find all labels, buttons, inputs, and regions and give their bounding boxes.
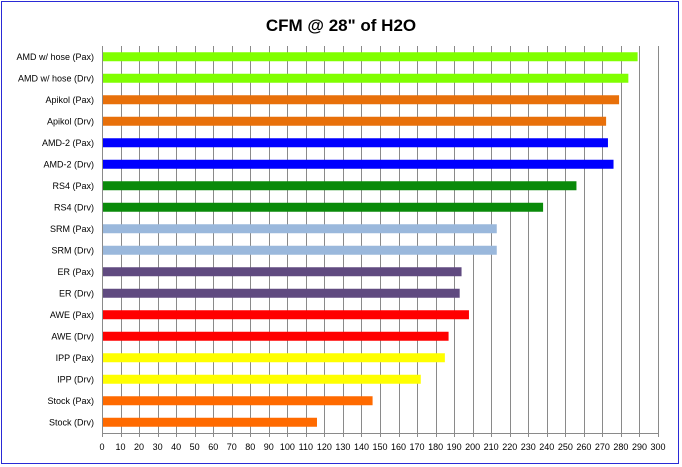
x-tick-label: 290 — [632, 442, 647, 452]
x-tick-label: 260 — [576, 442, 591, 452]
x-tick-label: 270 — [595, 442, 610, 452]
x-tick-label: 220 — [502, 442, 517, 452]
category-label: AMD-2 (Pax) — [42, 138, 94, 148]
category-label: RS4 (Drv) — [54, 202, 94, 212]
category-label: SRM (Drv) — [52, 245, 95, 255]
bar — [103, 245, 497, 255]
category-label: SRM (Pax) — [50, 224, 94, 234]
bar — [103, 202, 544, 212]
bar — [103, 353, 445, 363]
x-tick-label: 0 — [99, 442, 104, 452]
category-label: AMD w/ hose (Pax) — [16, 52, 94, 62]
x-tick-label: 240 — [539, 442, 554, 452]
bar — [103, 374, 421, 384]
category-labels: AMD w/ hose (Pax) AMD w/ hose (Drv) Apikol… — [16, 52, 94, 428]
x-tick-label: 140 — [354, 442, 369, 452]
bar — [103, 116, 607, 126]
bar-layer — [103, 52, 638, 427]
x-tick-label: 110 — [299, 442, 313, 452]
bar — [103, 138, 608, 148]
x-tick-label: 120 — [317, 442, 332, 452]
bar — [103, 267, 462, 277]
x-tick-label: 230 — [521, 442, 536, 452]
bar — [103, 331, 449, 341]
x-tick-label: 190 — [447, 442, 462, 452]
bar — [103, 181, 577, 191]
x-tick-label: 160 — [391, 442, 406, 452]
x-tick-label: 10 — [116, 442, 126, 452]
category-label: Apikol (Drv) — [47, 116, 94, 126]
x-tick-label: 80 — [245, 442, 255, 452]
bar — [103, 396, 373, 406]
category-label: IPP (Pax) — [56, 353, 94, 363]
x-tick-label: 60 — [208, 442, 218, 452]
bar — [103, 95, 620, 105]
bar — [103, 417, 317, 427]
x-tick-label: 200 — [465, 442, 480, 452]
x-tick-label: 100 — [280, 442, 295, 452]
category-label: AWE (Pax) — [50, 310, 94, 320]
bar — [103, 73, 629, 83]
x-tick-label: 50 — [190, 442, 200, 452]
x-tick-label: 90 — [264, 442, 274, 452]
category-label: Stock (Pax) — [47, 396, 94, 406]
x-tick-label: 40 — [171, 442, 181, 452]
bar — [103, 159, 614, 169]
bar — [103, 52, 638, 62]
x-tick-label: 280 — [613, 442, 628, 452]
x-tick-label: 210 — [484, 442, 499, 452]
category-label: IPP (Drv) — [57, 374, 94, 384]
category-label: Apikol (Pax) — [45, 95, 94, 105]
x-tick-label: 70 — [227, 442, 237, 452]
category-label: Stock (Drv) — [49, 417, 94, 427]
bar — [103, 288, 460, 298]
category-label: AMD-2 (Drv) — [44, 159, 95, 169]
x-tick-label: 30 — [153, 442, 163, 452]
x-tick-label: 170 — [410, 442, 425, 452]
x-tick-label: 300 — [650, 442, 665, 452]
x-tick-label: 250 — [558, 442, 573, 452]
category-label: AWE (Drv) — [51, 331, 94, 341]
category-label: ER (Pax) — [57, 267, 94, 277]
bar — [103, 224, 497, 234]
x-tick-label: 180 — [428, 442, 443, 452]
x-tick-label: 150 — [372, 442, 387, 452]
bar — [103, 310, 469, 320]
tick-labels: 0 10 20 30 40 50 60 70 80 90 100 110 120 130 140 150 160… — [99, 442, 665, 452]
grid-layer — [102, 46, 659, 437]
category-label: RS4 (Pax) — [52, 181, 94, 191]
x-tick-label: 130 — [335, 442, 350, 452]
x-tick-label: 20 — [134, 442, 144, 452]
category-label: AMD w/ hose (Drv) — [18, 73, 94, 83]
category-label: ER (Drv) — [59, 288, 94, 298]
chart-title: CFM @ 28" of H2O — [266, 16, 416, 35]
